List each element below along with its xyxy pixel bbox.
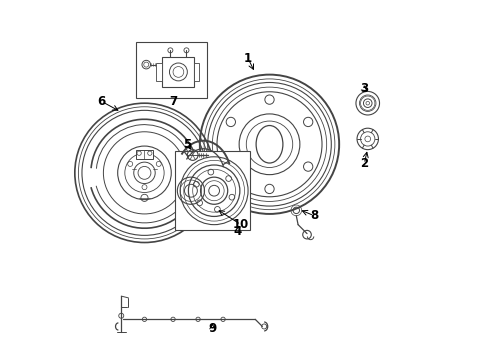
Text: 4: 4 [233,225,241,238]
Bar [175,152,249,230]
Text: 8: 8 [309,209,318,222]
Text: 9: 9 [208,322,216,335]
Text: 6: 6 [97,95,105,108]
Text: 2: 2 [359,157,367,170]
Text: 5: 5 [183,138,191,151]
Bar [135,42,206,98]
Text: 10: 10 [232,218,248,231]
Bar [135,150,153,158]
Bar [194,63,198,81]
Bar [156,63,162,81]
Text: 3: 3 [359,82,367,95]
Text: 1: 1 [244,52,252,65]
Text: 7: 7 [169,95,177,108]
Bar [162,57,194,87]
